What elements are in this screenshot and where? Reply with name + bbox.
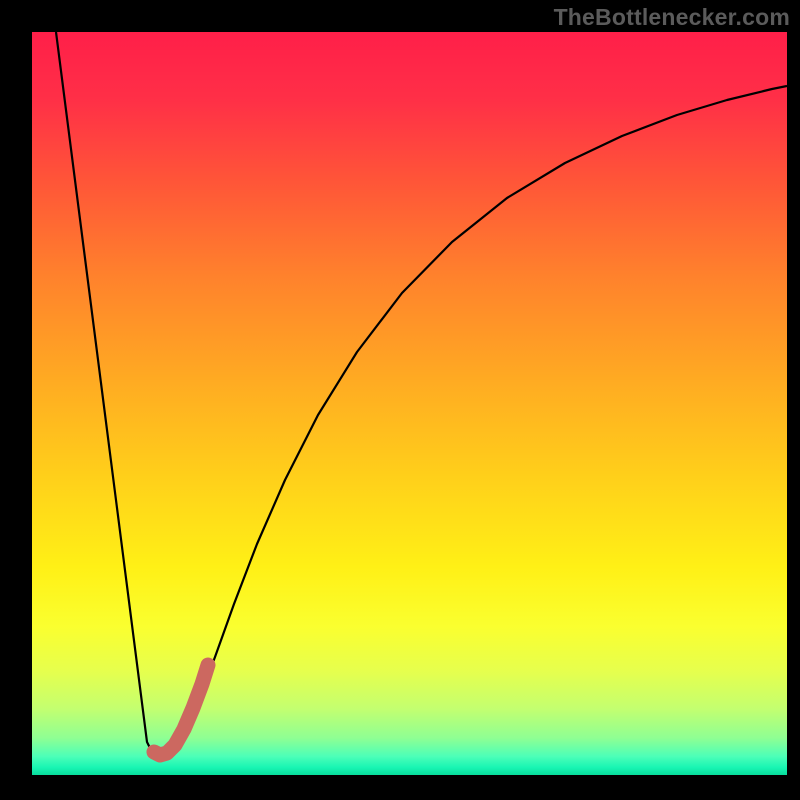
curve-layer	[32, 32, 787, 775]
plot-area	[32, 32, 787, 775]
highlight-curve	[154, 665, 208, 755]
watermark-text: TheBottlenecker.com	[554, 4, 790, 31]
chart-container: TheBottlenecker.com	[0, 0, 800, 800]
main-curve	[56, 32, 787, 755]
